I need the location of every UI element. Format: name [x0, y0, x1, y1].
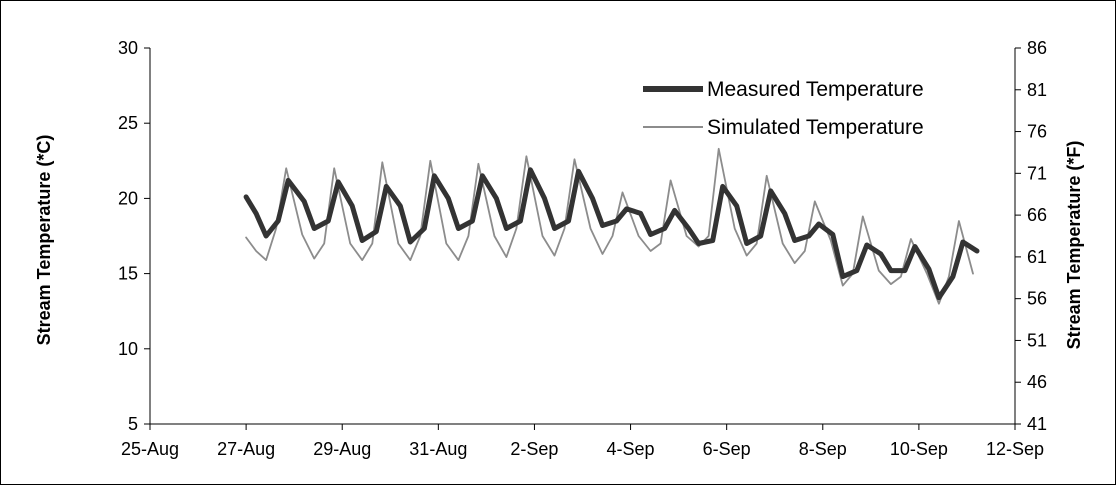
x-tick-label: 8-Sep	[799, 439, 847, 459]
y2-tick-label: 66	[1027, 205, 1047, 225]
axes	[144, 47, 1021, 430]
y2-tick-label: 86	[1027, 38, 1047, 58]
x-tick-label: 6-Sep	[703, 439, 751, 459]
x-tick-label: 31-Aug	[409, 439, 467, 459]
x-tick-label: 10-Sep	[890, 439, 948, 459]
measured-temperature-line	[243, 167, 980, 301]
legend-measured-label: Measured Temperature	[707, 78, 924, 101]
y2-tick-label: 81	[1027, 80, 1047, 100]
x-tick-label: 12-Sep	[986, 439, 1044, 459]
x-tick-label: 2-Sep	[510, 439, 558, 459]
y-tick-labels: 5 10 15 20 25 30	[118, 38, 138, 434]
x-tick-label: 25-Aug	[121, 439, 179, 459]
x-tick-label: 4-Sep	[607, 439, 655, 459]
x-tick-label: 27-Aug	[217, 439, 275, 459]
y-tick-label: 5	[128, 414, 138, 434]
y-tick-label: 30	[118, 38, 138, 58]
y-tick-label: 20	[118, 188, 138, 208]
y-tick-label: 25	[118, 113, 138, 133]
y2-axis-title: Stream Temperature (*F)	[1064, 141, 1084, 350]
x-tick-label: 29-Aug	[313, 439, 371, 459]
legend: Measured Temperature Simulated Temperatu…	[643, 78, 924, 139]
y2-tick-label: 46	[1027, 372, 1047, 392]
y2-tick-label: 71	[1027, 163, 1047, 183]
y-tick-label: 15	[118, 264, 138, 284]
y-axis-title: Stream Temperature (*C)	[34, 135, 54, 346]
y2-tick-label: 51	[1027, 330, 1047, 350]
y-tick-label: 10	[118, 339, 138, 359]
y2-tick-labels: 41 46 51 56 61 66 71 76 81 86	[1027, 38, 1047, 434]
y2-tick-label: 41	[1027, 414, 1047, 434]
y2-tick-label: 56	[1027, 289, 1047, 309]
y2-tick-label: 76	[1027, 122, 1047, 142]
legend-simulated-label: Simulated Temperature	[707, 116, 924, 139]
x-tick-labels: 25-Aug 27-Aug 29-Aug 31-Aug 2-Sep 4-Sep 6-Sep 8…	[121, 439, 1044, 459]
series-lines	[243, 147, 980, 305]
y2-tick-label: 61	[1027, 247, 1047, 267]
